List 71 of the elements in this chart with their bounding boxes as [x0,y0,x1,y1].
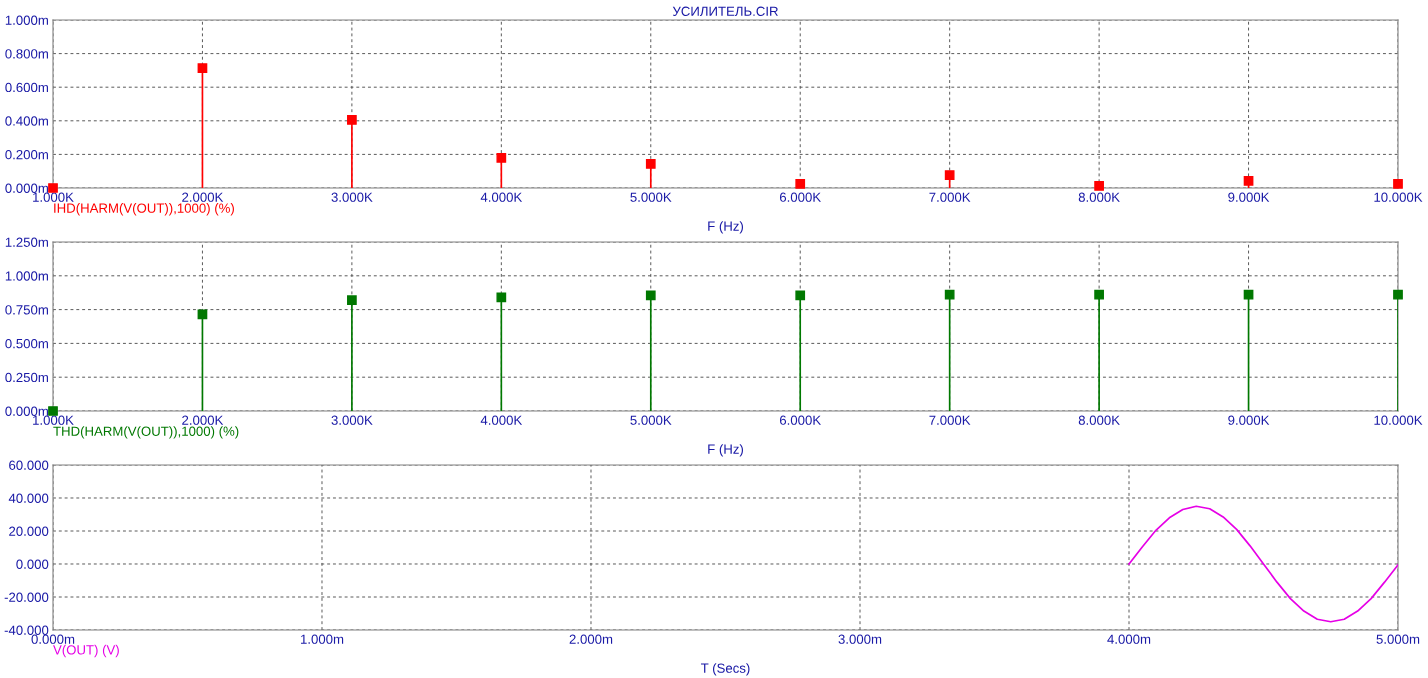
x-tick-label: 7.000K [929,192,971,202]
y-tick-label: 20.000 [9,526,49,536]
y-tick-label: 0.200m [5,149,48,160]
point [645,159,656,169]
y-tick-label: 0.000m [5,183,48,193]
x-tick-label: 1.000m [301,634,344,644]
x-tick-label: 4.000K [480,415,523,425]
x-tick-label: 6.000K [779,192,821,202]
text: V(OUT) (V) [53,644,119,658]
series-label: IHD(HARM(V(OUT)),1000) (%) [54,203,234,216]
y-tick-label: 0.750m [5,305,48,315]
x-tick-label: 1.000K [33,415,74,425]
point [1243,289,1254,300]
line-series [1128,505,1398,623]
point [795,179,806,189]
point [1094,289,1104,300]
x-tick-label: 1.000K [33,192,74,202]
point [1393,289,1403,300]
x-tick-label: 8.000K [1078,415,1120,425]
x-tick-label: 10.000K [1374,192,1423,202]
x-tick-label: 3.000K [331,192,373,202]
point [1243,176,1254,186]
y-tick-label: -20.000 [4,592,49,602]
point [347,115,357,125]
x-tick-label: 6.000K [779,415,821,425]
x-tick-label: 5.000K [630,192,672,202]
point [197,63,208,73]
point [1094,181,1104,191]
x-tick-label: 8.000K [1078,192,1120,202]
y-tick-label: 0.500m [5,338,48,349]
x-tick-label: 3.000K [331,415,373,425]
y-tick-label: 0.000 [16,559,49,569]
chart-title: УСИЛИТЕЛЬ.CIR [672,6,778,16]
point [496,153,507,163]
point [1393,179,1403,189]
x-tick-label: 3.000m [838,634,882,644]
y-tick-label: 0.400m [5,116,48,126]
x-tick-label: 10.000K [1374,415,1423,425]
y-tick-label: -40.000 [4,625,49,635]
point [347,295,357,305]
y-tick-label: 0.600m [5,82,48,93]
x-axis-title: F (Hz) [708,444,743,457]
series-label: THD(HARM(V(OUT)),1000) (%) [53,426,239,439]
y-tick-label: 60.000 [9,460,49,470]
x-tick-label: 5.000K [630,415,672,425]
point [48,406,58,416]
x-tick-label: 9.000K [1228,192,1270,202]
x-axis-title: T (Secs) [700,663,750,676]
x-tick-label: 4.000K [480,192,523,202]
y-tick-label: 1.250m [5,237,48,247]
y-tick-label: 40.000 [8,493,49,503]
x-tick-label: 2.000K [182,415,224,425]
x-tick-label: 2.000m [569,634,613,644]
point [944,170,955,180]
y-tick-label: 0.250m [5,372,48,383]
y-tick-label: 1.000m [5,271,48,281]
x-tick-label: 0.000m [31,634,75,644]
y-tick-label: 0.000m [5,406,48,416]
x-axis-title: F (Hz) [708,221,743,234]
x-tick-label: 7.000K [929,415,971,425]
y-tick-label: 0.800m [5,49,48,59]
point [645,290,656,301]
x-tick-label: 9.000K [1228,415,1270,425]
y-tick-label: 1.000m [5,15,48,25]
point [944,289,955,300]
point [795,290,806,301]
x-tick-label: 4.000m [1107,634,1151,644]
point [496,292,507,303]
point [48,183,58,193]
x-tick-label: 2.000K [182,192,224,202]
x-tick-label: 5.000m [1376,634,1420,644]
